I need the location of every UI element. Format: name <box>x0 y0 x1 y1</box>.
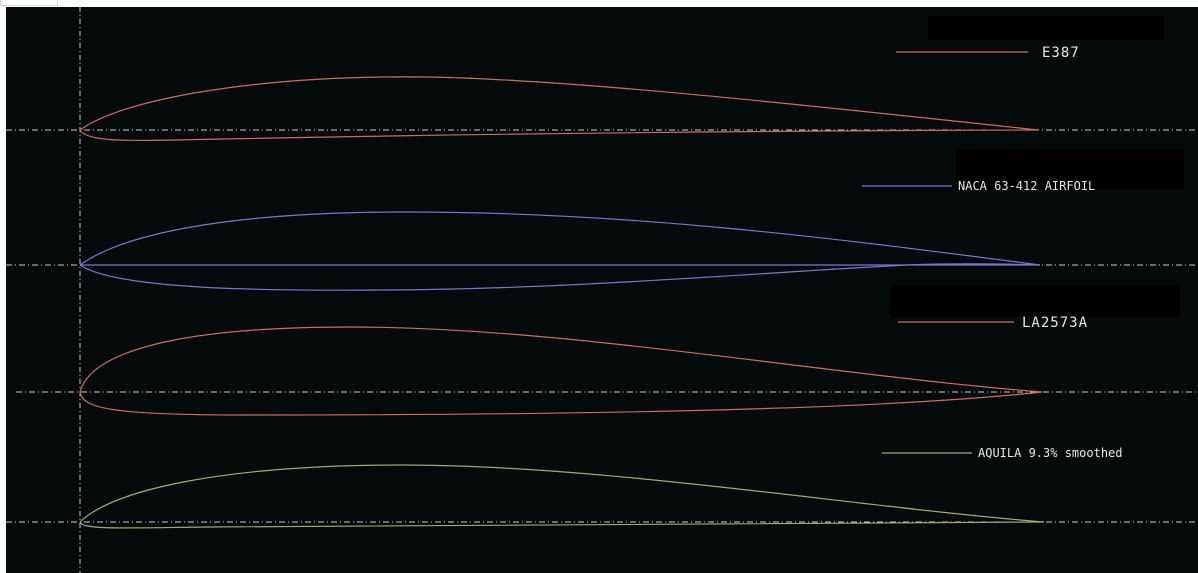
airfoil-e387-upper-surface <box>79 76 1039 131</box>
window-tab-stub <box>0 0 58 6</box>
redaction-block-2 <box>956 149 1184 189</box>
redaction-block-3 <box>890 285 1180 317</box>
airfoil-naca-upper-surface <box>79 211 1041 266</box>
airfoil-la2573a-lower-surface <box>79 391 1043 416</box>
airfoil-plot-canvas: E387 NACA 63-412 AIRFOIL LA2573A AQUILA … <box>6 7 1198 573</box>
legend-label-aquila: AQUILA 9.3% smoothed <box>978 446 1123 460</box>
legend-label-naca: NACA 63-412 AIRFOIL <box>958 179 1095 193</box>
legend-label-e387: E387 <box>1042 45 1080 61</box>
airfoil-la2573a-upper-surface <box>79 326 1043 393</box>
airfoil-naca-lower-surface <box>79 263 1041 291</box>
airfoil-aquila-upper-surface <box>79 464 1045 523</box>
airfoil-aquila-lower-surface <box>79 521 1045 529</box>
legend-label-la2573a: LA2573A <box>1022 315 1088 331</box>
redaction-block-1 <box>928 16 1164 40</box>
airfoil-e387-lower-surface <box>79 129 1039 141</box>
airfoil-plot: E387 NACA 63-412 AIRFOIL LA2573A AQUILA … <box>6 7 1198 573</box>
